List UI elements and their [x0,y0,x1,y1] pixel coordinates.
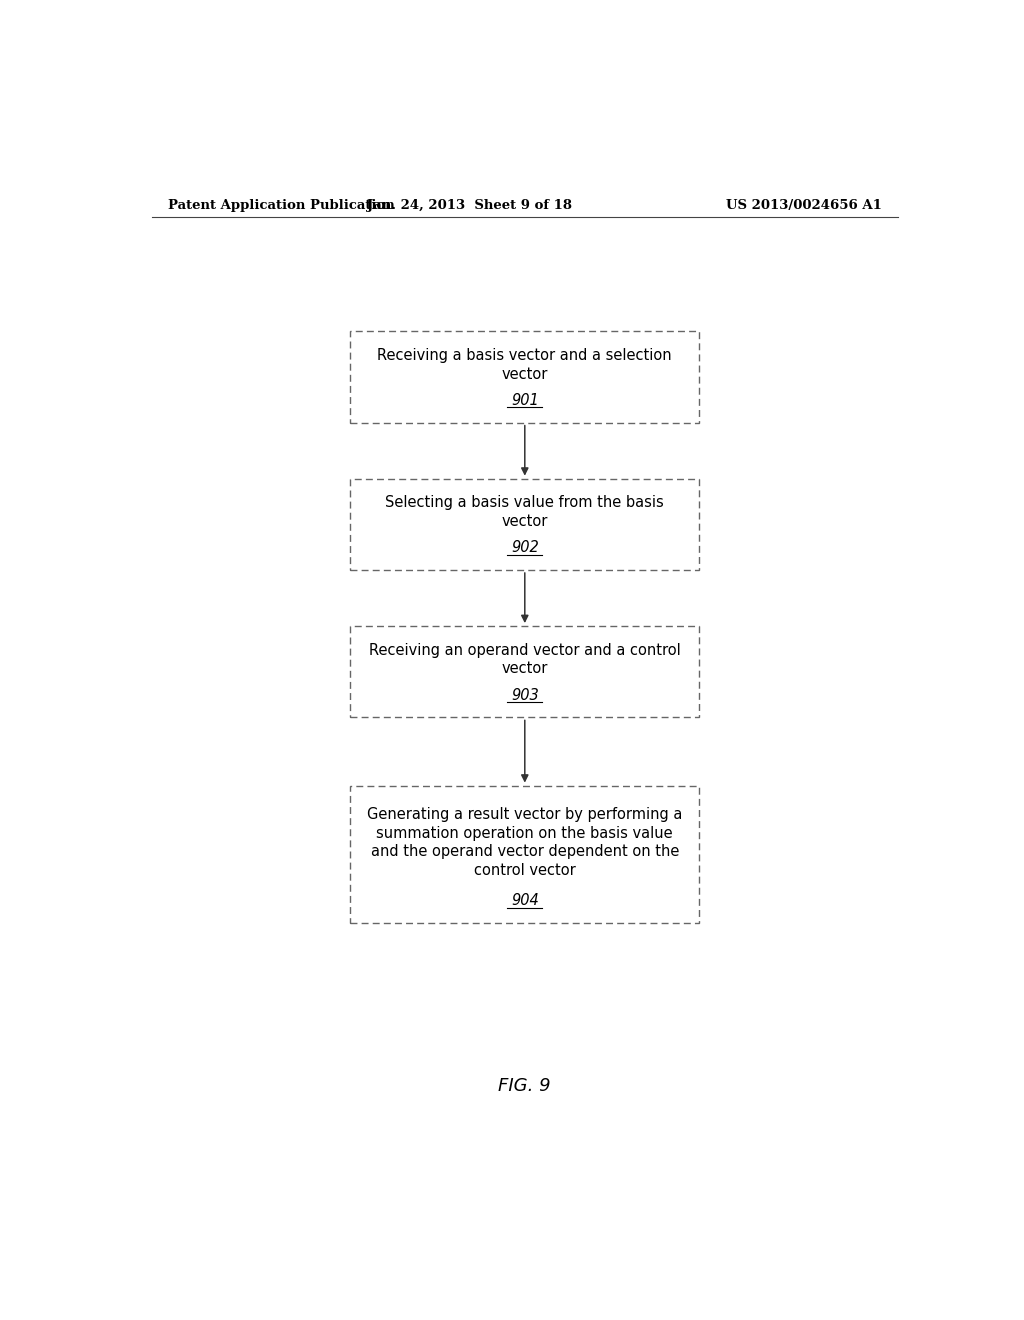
Text: Jan. 24, 2013  Sheet 9 of 18: Jan. 24, 2013 Sheet 9 of 18 [367,198,571,211]
Text: 903: 903 [511,688,539,702]
Text: 904: 904 [511,894,539,908]
Text: Selecting a basis value from the basis
vector: Selecting a basis value from the basis v… [385,495,665,529]
Text: 902: 902 [511,540,539,556]
Text: FIG. 9: FIG. 9 [499,1077,551,1096]
Bar [350,785,699,923]
Text: Generating a result vector by performing a
summation operation on the basis valu: Generating a result vector by performing… [368,807,682,878]
Bar [350,626,699,718]
Text: Receiving a basis vector and a selection
vector: Receiving a basis vector and a selection… [378,348,672,381]
Text: US 2013/0024656 A1: US 2013/0024656 A1 [726,198,882,211]
Text: Patent Application Publication: Patent Application Publication [168,198,394,211]
Text: Receiving an operand vector and a control
vector: Receiving an operand vector and a contro… [369,643,681,676]
Bar [350,479,699,570]
Bar [350,331,699,422]
Text: 901: 901 [511,393,539,408]
